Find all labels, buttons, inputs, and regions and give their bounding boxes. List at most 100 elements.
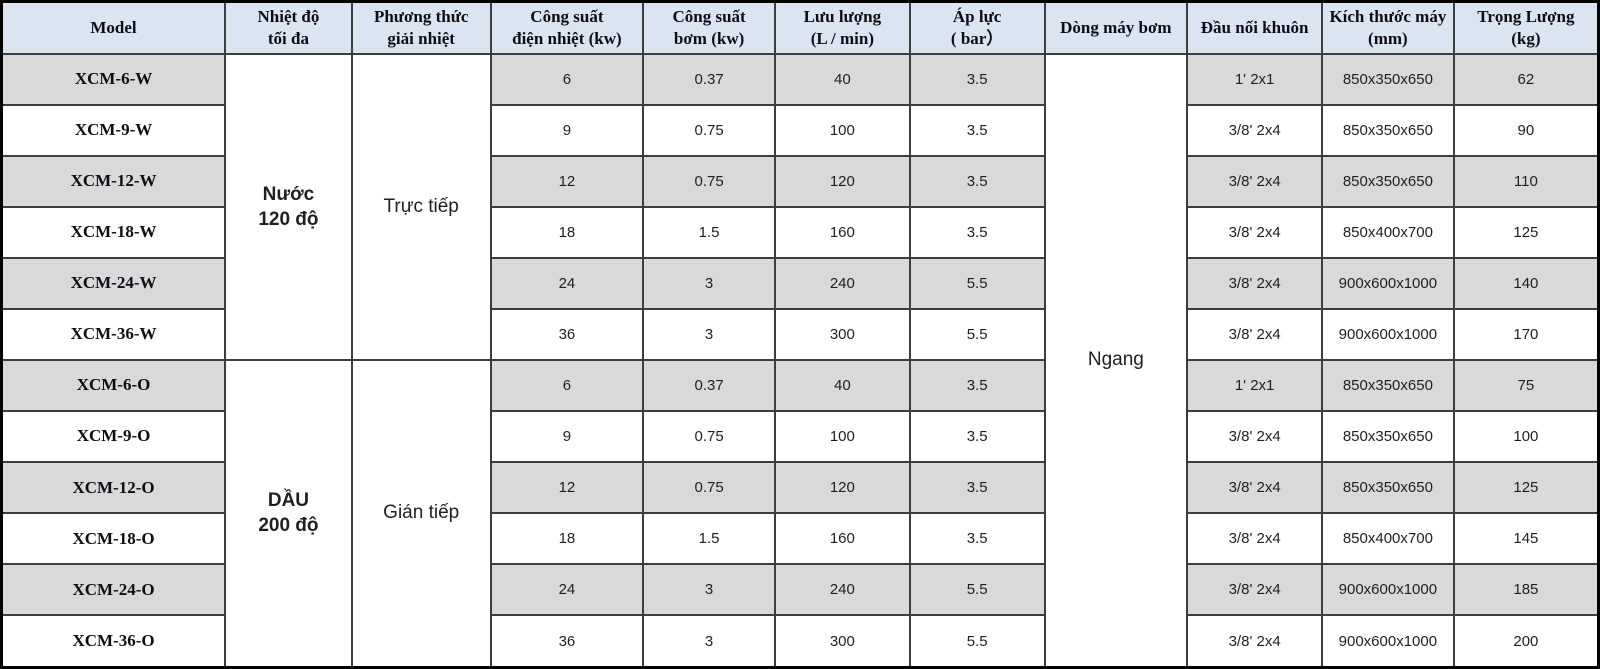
heating-power-cell: 18 (489, 205, 645, 259)
mold-connector-cell: 3/8' 2x4 (1186, 563, 1324, 617)
header-flow-rate: Lưu lượng (L / min) (773, 0, 911, 55)
heating-power-cell: 12 (489, 154, 645, 208)
heating-power-cell: 9 (489, 409, 645, 464)
table-row: XCM-9-O 9 0.75 100 3.5 3/8' 2x4 850x350x… (0, 409, 1600, 464)
heating-power-cell: 18 (489, 512, 645, 566)
machine-size-cell: 900x600x1000 (1321, 307, 1455, 361)
flow-rate-cell: 100 (773, 103, 911, 157)
header-heating-power: Công suất điện nhiệt (kw) (489, 0, 645, 55)
machine-size-cell: 850x400x700 (1321, 205, 1455, 259)
weight-cell: 170 (1452, 307, 1600, 361)
flow-rate-cell: 160 (773, 512, 911, 566)
header-line: Dòng máy bơm (1060, 17, 1172, 37)
pressure-cell: 3.5 (908, 52, 1046, 106)
model-cell: XCM-24-O (0, 563, 227, 617)
flow-rate-cell: 300 (773, 307, 911, 361)
weight-cell: 200 (1452, 614, 1600, 669)
machine-size-cell: 850x350x650 (1321, 154, 1455, 208)
header-line: Đầu nối khuôn (1200, 17, 1309, 37)
header-line: giải nhiệt (387, 28, 455, 48)
weight-cell: 140 (1452, 256, 1600, 310)
header-line: tối đa (267, 28, 309, 48)
pressure-cell: 3.5 (908, 103, 1046, 157)
pressure-cell: 3.5 (908, 154, 1046, 208)
cooling-method-water-cell: Trực tiếp (350, 52, 492, 361)
header-machine-size: Kích thước máy (mm) (1321, 0, 1455, 55)
weight-cell: 90 (1452, 103, 1600, 157)
heating-power-cell: 36 (489, 614, 645, 669)
weight-cell: 125 (1452, 460, 1600, 515)
pressure-cell: 5.5 (908, 256, 1046, 310)
mold-connector-cell: 3/8' 2x4 (1186, 103, 1324, 157)
header-cooling-method: Phương thức giải nhiệt (350, 0, 492, 55)
flow-rate-cell: 240 (773, 256, 911, 310)
table-row: XCM-36-W 36 3 300 5.5 3/8' 2x4 900x600x1… (0, 307, 1600, 361)
machine-size-cell: 850x350x650 (1321, 358, 1455, 412)
model-cell: XCM-6-O (0, 358, 227, 412)
mold-connector-cell: 3/8' 2x4 (1186, 307, 1324, 361)
pressure-cell: 5.5 (908, 563, 1046, 617)
pressure-cell: 3.5 (908, 460, 1046, 515)
pump-power-cell: 0.37 (642, 52, 776, 106)
pressure-cell: 5.5 (908, 614, 1046, 669)
weight-cell: 100 (1452, 409, 1600, 464)
pump-type-cell: Ngang (1043, 52, 1189, 669)
model-cell: XCM-12-O (0, 460, 227, 515)
weight-cell: 185 (1452, 563, 1600, 617)
pump-power-cell: 3 (642, 256, 776, 310)
flow-rate-cell: 160 (773, 205, 911, 259)
header-line: Công suất (672, 6, 746, 26)
pressure-cell: 5.5 (908, 307, 1046, 361)
table-row: XCM-18-W 18 1.5 160 3.5 3/8' 2x4 850x400… (0, 205, 1600, 259)
mold-connector-cell: 3/8' 2x4 (1186, 256, 1324, 310)
max-temp-water-cell: Nước 120 độ (224, 52, 353, 361)
machine-size-cell: 850x400x700 (1321, 512, 1455, 566)
table-row: XCM-24-O 24 3 240 5.5 3/8' 2x4 900x600x1… (0, 563, 1600, 617)
model-cell: XCM-6-W (0, 52, 227, 106)
model-cell: XCM-12-W (0, 154, 227, 208)
header-line: điện nhiệt (kw) (512, 28, 622, 48)
pump-power-cell: 3 (642, 307, 776, 361)
header-line: bơm (kw) (673, 28, 745, 48)
header-mold-connector: Đầu nối khuôn (1186, 0, 1324, 55)
table-row: XCM-6-O DẦU 200 độ Gián tiếp 6 0.37 40 3.… (0, 358, 1600, 669)
table-row: XCM-24-W 24 3 240 5.5 3/8' 2x4 900x600x1… (0, 256, 1600, 310)
temp-line: 120 độ (258, 208, 319, 230)
machine-size-cell: 850x350x650 (1321, 409, 1455, 464)
header-line: Nhiệt độ (257, 6, 320, 26)
temp-line: DẦU (267, 490, 310, 512)
pressure-cell: 3.5 (908, 358, 1046, 412)
model-cell: XCM-24-W (0, 256, 227, 310)
mold-connector-cell: 3/8' 2x4 (1186, 460, 1324, 515)
pump-power-cell: 0.75 (642, 409, 776, 464)
model-cell: XCM-18-W (0, 205, 227, 259)
heating-power-cell: 6 (489, 358, 645, 412)
machine-size-cell: 850x350x650 (1321, 460, 1455, 515)
flow-rate-cell: 120 (773, 154, 911, 208)
header-model: Model (0, 0, 227, 55)
pump-power-cell: 0.75 (642, 154, 776, 208)
machine-size-cell: 900x600x1000 (1321, 614, 1455, 669)
mold-connector-cell: 3/8' 2x4 (1186, 409, 1324, 464)
weight-cell: 62 (1452, 52, 1600, 106)
temp-line: Nước (262, 183, 315, 205)
table-row: XCM-9-W 9 0.75 100 3.5 3/8' 2x4 850x350x… (0, 103, 1600, 157)
header-line: Công suất (530, 6, 604, 26)
mold-connector-cell: 3/8' 2x4 (1186, 154, 1324, 208)
header-line: Phương thức (373, 6, 469, 26)
mold-connector-cell: 3/8' 2x4 (1186, 512, 1324, 566)
mold-connector-cell: 3/8' 2x4 (1186, 205, 1324, 259)
weight-cell: 110 (1452, 154, 1600, 208)
pump-power-cell: 3 (642, 614, 776, 669)
table-row: XCM-18-O 18 1.5 160 3.5 3/8' 2x4 850x400… (0, 512, 1600, 566)
header-line: Lưu lượng (803, 6, 882, 26)
pressure-cell: 3.5 (908, 205, 1046, 259)
heating-power-cell: 36 (489, 307, 645, 361)
header-max-temp: Nhiệt độ tối đa (224, 0, 353, 55)
header-line: ( bar） (950, 28, 1004, 48)
pump-power-cell: 0.75 (642, 460, 776, 515)
machine-size-cell: 850x350x650 (1321, 103, 1455, 157)
machine-size-cell: 850x350x650 (1321, 52, 1455, 106)
header-pump-type: Dòng máy bơm (1043, 0, 1189, 55)
